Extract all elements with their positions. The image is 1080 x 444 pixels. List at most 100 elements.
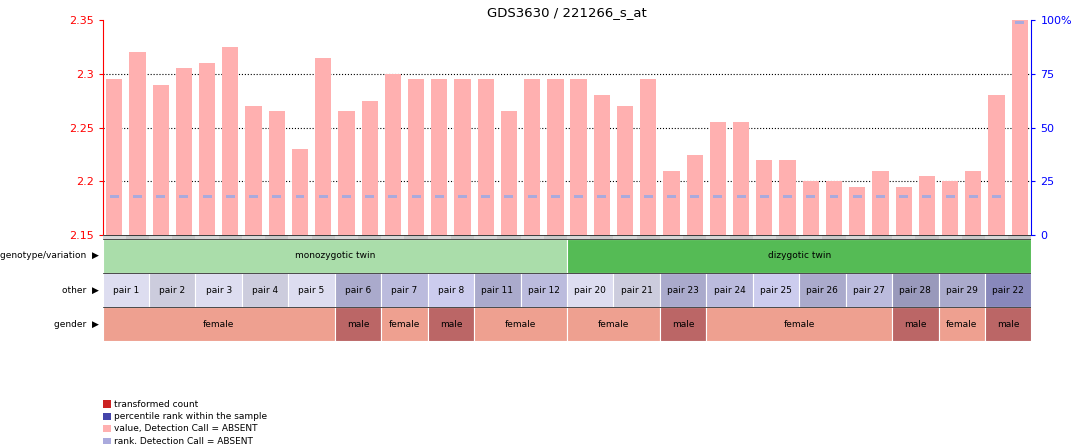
- Bar: [753, 273, 799, 307]
- Bar: [939, 273, 985, 307]
- Bar: [988, 95, 1004, 235]
- Bar: [497, 235, 521, 273]
- Bar: [663, 171, 679, 235]
- Bar: [706, 273, 753, 307]
- Bar: [919, 176, 935, 235]
- Text: GSM189766: GSM189766: [460, 237, 465, 275]
- Bar: [266, 235, 288, 273]
- Bar: [173, 235, 195, 273]
- Bar: [667, 195, 676, 198]
- Bar: [195, 273, 242, 307]
- Bar: [985, 307, 1031, 341]
- Text: GSM189778: GSM189778: [692, 237, 698, 275]
- Bar: [1009, 235, 1031, 273]
- Text: GSM189754: GSM189754: [181, 237, 187, 275]
- Bar: [730, 235, 753, 273]
- Text: GSM189781: GSM189781: [761, 237, 767, 275]
- Bar: [482, 195, 490, 198]
- Bar: [660, 235, 684, 273]
- Bar: [455, 79, 471, 235]
- Bar: [644, 195, 652, 198]
- Text: pair 12: pair 12: [528, 285, 559, 295]
- Text: GSM189779: GSM189779: [715, 237, 720, 275]
- Bar: [946, 195, 955, 198]
- Bar: [149, 235, 173, 273]
- Text: GSM189760: GSM189760: [321, 237, 326, 275]
- Bar: [362, 101, 378, 235]
- Bar: [551, 195, 559, 198]
- Bar: [338, 111, 354, 235]
- Bar: [621, 195, 630, 198]
- Text: pair 22: pair 22: [993, 285, 1024, 295]
- Text: pair 3: pair 3: [205, 285, 232, 295]
- Text: male: male: [347, 320, 369, 329]
- Bar: [780, 160, 796, 235]
- Bar: [853, 195, 862, 198]
- Bar: [528, 195, 537, 198]
- Bar: [408, 79, 424, 235]
- Text: GSM189783: GSM189783: [808, 237, 813, 275]
- Bar: [521, 273, 567, 307]
- Bar: [756, 160, 772, 235]
- Text: pair 6: pair 6: [345, 285, 372, 295]
- Bar: [690, 195, 699, 198]
- Bar: [384, 74, 401, 235]
- Bar: [799, 235, 823, 273]
- Bar: [110, 195, 119, 198]
- Bar: [342, 195, 351, 198]
- Bar: [103, 235, 125, 273]
- Text: monozygotic twin: monozygotic twin: [295, 251, 375, 261]
- Bar: [474, 235, 497, 273]
- Text: GSM189751: GSM189751: [111, 237, 117, 275]
- Bar: [381, 273, 428, 307]
- Bar: [431, 79, 447, 235]
- Bar: [474, 307, 567, 341]
- Text: GSM189786: GSM189786: [878, 237, 883, 275]
- Text: rank, Detection Call = ABSENT: rank, Detection Call = ABSENT: [114, 437, 254, 444]
- Bar: [966, 171, 982, 235]
- Bar: [916, 235, 939, 273]
- Bar: [567, 235, 591, 273]
- Bar: [524, 79, 540, 235]
- Bar: [103, 273, 149, 307]
- Bar: [868, 235, 892, 273]
- Bar: [737, 195, 745, 198]
- Text: GSM189790: GSM189790: [971, 237, 976, 275]
- Bar: [288, 235, 311, 273]
- Bar: [435, 195, 444, 198]
- Bar: [381, 235, 404, 273]
- Text: GSM189769: GSM189769: [529, 237, 535, 275]
- Text: pair 2: pair 2: [159, 285, 186, 295]
- Bar: [575, 195, 583, 198]
- Bar: [892, 235, 916, 273]
- Bar: [733, 122, 750, 235]
- Bar: [428, 273, 474, 307]
- Bar: [242, 235, 266, 273]
- Bar: [296, 195, 305, 198]
- Bar: [149, 273, 195, 307]
- Bar: [706, 235, 730, 273]
- Text: GSM189785: GSM189785: [854, 237, 860, 275]
- Bar: [428, 235, 451, 273]
- Bar: [133, 195, 141, 198]
- Bar: [684, 235, 706, 273]
- Bar: [543, 235, 567, 273]
- Bar: [640, 79, 657, 235]
- Text: GSM189763: GSM189763: [390, 237, 395, 275]
- Text: GSM189787: GSM189787: [901, 237, 906, 275]
- Bar: [876, 195, 885, 198]
- Text: GSM189759: GSM189759: [297, 237, 302, 275]
- Bar: [660, 273, 706, 307]
- Text: pair 28: pair 28: [900, 285, 931, 295]
- Bar: [660, 307, 706, 341]
- Bar: [617, 106, 633, 235]
- Bar: [226, 195, 234, 198]
- Bar: [939, 235, 962, 273]
- Text: GSM189776: GSM189776: [1017, 237, 1023, 275]
- Bar: [823, 235, 846, 273]
- Text: GSM189761: GSM189761: [343, 237, 349, 275]
- Text: GSM189752: GSM189752: [135, 237, 140, 275]
- Bar: [567, 273, 613, 307]
- Bar: [125, 235, 149, 273]
- Bar: [939, 307, 985, 341]
